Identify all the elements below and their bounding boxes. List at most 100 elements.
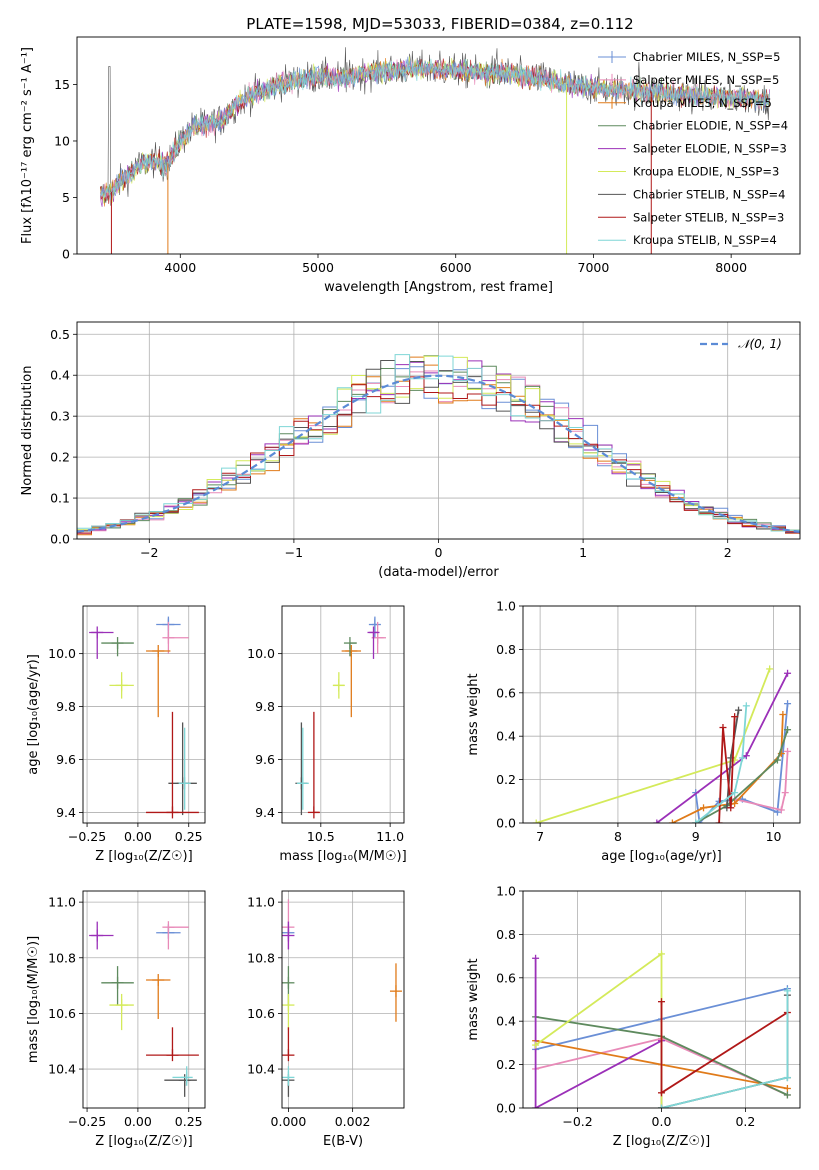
series-line — [695, 729, 789, 823]
x-tick-label: −0.25 — [68, 1114, 106, 1129]
spectrum-panel: 4000 5000 6000 7000 8000 0 5 10 15 wavelength [An… — [20, 36, 801, 295]
mass-weight-series-salpeter_stelib — [715, 713, 739, 823]
x-tick-label: 0.00 — [124, 829, 152, 844]
errorbar-salpeter_stelib — [146, 711, 199, 819]
axes-frame: −2 −1 0 1 2 0.0 0.1 0.2 0.3 0.4 0.5 (data-model)/er… — [20, 321, 801, 580]
errorbar-salpeter_miles — [371, 621, 386, 654]
axes-border — [82, 605, 206, 824]
axes-border — [281, 605, 405, 824]
mass-weight-series-salpeter_elodie — [653, 669, 792, 823]
errorbar-kroupa_elodie — [332, 672, 345, 699]
plot-area — [295, 616, 386, 819]
x-tick-label: 8000 — [715, 260, 747, 275]
legend-entry: Kroupa STELIB, N_SSP=4 — [633, 233, 777, 247]
axes-border — [281, 890, 405, 1109]
x-axis-label: (data-model)/error — [378, 565, 499, 580]
axes-border — [522, 890, 801, 1109]
y-tick-label: 10 — [54, 133, 70, 148]
y-tick-label: 0.1 — [50, 491, 70, 506]
x-axis-label: Z [log₁₀(Z/Z☉)] — [95, 1134, 192, 1149]
y-tick-label: 10.8 — [48, 950, 76, 965]
y-tick-label: 0.3 — [50, 409, 70, 424]
mass-weight-series-kroupa_stelib — [692, 702, 750, 823]
y-tick-label: 0.0 — [50, 532, 70, 547]
y-tick-label: 0.6 — [496, 970, 516, 985]
x-axis-label: Z [log₁₀(Z/Z☉)] — [95, 849, 192, 864]
errorbar-kroupa_stelib — [178, 727, 191, 810]
x-tick-label: 8 — [614, 829, 622, 844]
mass-weight-series-kroupa_elodie — [532, 665, 774, 823]
errorbar-salpeter_elodie — [89, 626, 114, 659]
y-tick-label: 9.6 — [56, 752, 76, 767]
errorbar-salpeter_stelib — [146, 1027, 199, 1062]
x-axis-label: mass [log₁₀(M/M☉)] — [279, 849, 406, 864]
x-tick-label: 1 — [579, 545, 587, 560]
spectrum-model-chabrier_miles — [100, 56, 771, 200]
errorbar-kroupa_miles — [389, 963, 402, 1022]
mass-vs-metallicity-panel: −0.25 0.00 0.25 10.4 10.6 10.8 11.0 Z [log₁₀(Z/… — [26, 890, 206, 1149]
axes-frame: 10.5 11.0 9.4 9.6 9.8 10.0 mass [log₁₀(M/M☉)] — [247, 605, 407, 864]
x-tick-label: −1 — [285, 545, 303, 560]
x-tick-label: 0.2 — [735, 1114, 755, 1129]
gaussian-reference-curve — [77, 374, 800, 533]
axes-border — [82, 890, 206, 1109]
y-axis-label: mass weight — [466, 673, 481, 755]
errorbar-chabrier_stelib — [164, 1074, 197, 1097]
y-tick-label: 0.8 — [496, 927, 516, 942]
y-tick-label: 0.2 — [496, 1057, 516, 1072]
y-tick-label: 10.6 — [48, 1006, 76, 1021]
y-tick-label: 0.2 — [50, 450, 70, 465]
y-tick-label: 15 — [54, 77, 70, 92]
x-tick-label: −2 — [140, 545, 158, 560]
legend-entry: Salpeter MILES, N_SSP=5 — [633, 73, 779, 87]
legend-entry: Chabrier ELODIE, N_SSP=4 — [633, 119, 788, 133]
x-tick-label: 11.0 — [376, 829, 404, 844]
residual-panel: −2 −1 0 1 2 0.0 0.1 0.2 0.3 0.4 0.5 (data-model)/er… — [20, 321, 801, 580]
x-tick-label: 7 — [536, 829, 544, 844]
y-tick-label: 10.0 — [48, 646, 76, 661]
y-tick-label: 1.0 — [496, 884, 516, 899]
y-tick-label: 10.0 — [247, 646, 275, 661]
y-tick-label: 0.5 — [50, 327, 70, 342]
mass-weight-vs-metallicity-panel: −0.2 0.0 0.2 0.0 0.2 0.4 0.6 0.8 1.0 Z [log₁₀(Z/Z… — [466, 884, 801, 1149]
errorbar-kroupa_miles — [341, 644, 362, 718]
legend-entry: Kroupa MILES, N_SSP=5 — [633, 96, 772, 110]
series-line — [718, 716, 736, 823]
y-tick-label: 1.0 — [496, 599, 516, 614]
y-tick-label: 9.4 — [56, 805, 76, 820]
y-tick-label: 0 — [62, 247, 70, 262]
plot-area — [282, 899, 402, 1097]
y-tick-label: 11.0 — [247, 895, 275, 910]
axes-frame: 4000 5000 6000 7000 8000 0 5 10 15 wavelength [An… — [20, 36, 801, 295]
mass-weight-series-kroupa_miles — [668, 711, 787, 823]
x-tick-label: 0.25 — [175, 1114, 203, 1129]
errorbar-salpeter_elodie — [89, 921, 114, 950]
errorbar-salpeter_elodie — [367, 626, 380, 659]
legend-entry: Kroupa ELODIE, N_SSP=3 — [633, 165, 779, 179]
axes-frame: 7 8 9 10 0.0 0.2 0.4 0.6 0.8 1.0 age [log₁₀(age/yr… — [466, 599, 801, 864]
errorbar-kroupa_elodie — [282, 993, 295, 1031]
errorbar-kroupa_miles — [146, 974, 171, 1019]
x-tick-label: −0.25 — [68, 829, 106, 844]
x-tick-label: 7000 — [578, 260, 610, 275]
x-axis-label: E(B-V) — [323, 1134, 363, 1149]
mass-weight-vs-age-panel: 7 8 9 10 0.0 0.2 0.4 0.6 0.8 1.0 age [log₁₀(age/yr… — [466, 599, 801, 864]
y-axis-label: age [log₁₀(age/yr)] — [26, 654, 41, 775]
x-axis-label: Z [log₁₀(Z/Z☉)] — [613, 1134, 710, 1149]
y-axis-label: Normed distribution — [20, 366, 35, 496]
age-vs-mass-panel: 10.5 11.0 9.4 9.6 9.8 10.0 mass [log₁₀(M/M☉)] — [247, 605, 407, 864]
spectrum-legend: Chabrier MILES, N_SSP=5 Salpeter MILES, N… — [598, 50, 788, 247]
y-tick-label: 0.4 — [496, 729, 516, 744]
errorbar-salpeter_stelib — [307, 711, 320, 819]
errorbar-chabrier_elodie — [101, 637, 134, 657]
x-tick-label: 0.002 — [335, 1114, 371, 1129]
y-tick-label: 10.8 — [247, 950, 275, 965]
y-tick-label: 9.6 — [255, 752, 275, 767]
x-tick-label: 2 — [724, 545, 732, 560]
y-tick-label: 10.4 — [48, 1062, 76, 1077]
y-tick-label: 5 — [62, 190, 70, 205]
legend-entry: Salpeter STELIB, N_SSP=3 — [633, 210, 784, 224]
axes-border — [76, 321, 801, 540]
y-tick-label: 0.6 — [496, 685, 516, 700]
